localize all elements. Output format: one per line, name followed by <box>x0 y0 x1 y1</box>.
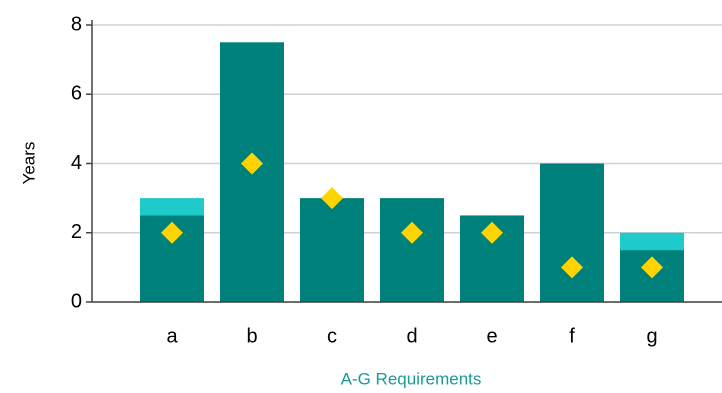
x-tick-label: b <box>246 325 257 347</box>
diamond-marker <box>641 256 663 279</box>
y-tick-label: 0 <box>71 290 82 312</box>
bar <box>140 198 204 216</box>
x-axis-title: A-G Requirements <box>341 369 482 388</box>
bar <box>380 198 444 302</box>
x-tick-label: c <box>327 325 337 347</box>
x-tick-label: d <box>406 325 417 347</box>
diamond-marker <box>161 221 183 244</box>
y-axis-title: Years <box>19 142 38 185</box>
bar <box>620 232 684 251</box>
bar <box>300 198 364 302</box>
y-tick-label: 6 <box>71 83 82 105</box>
x-tick-label: a <box>166 325 178 347</box>
diamond-marker <box>321 187 343 210</box>
diamond-marker <box>481 221 503 244</box>
diamond-marker <box>561 256 583 279</box>
y-tick-label: 2 <box>71 221 82 243</box>
x-tick-label: g <box>646 325 657 347</box>
y-tick-label: 4 <box>71 152 82 174</box>
x-tick-label: e <box>486 325 497 347</box>
diamond-marker <box>401 221 423 244</box>
y-tick-label: 8 <box>71 13 82 35</box>
bar <box>540 163 604 302</box>
x-tick-label: f <box>569 325 575 347</box>
diamond-marker <box>241 152 263 175</box>
